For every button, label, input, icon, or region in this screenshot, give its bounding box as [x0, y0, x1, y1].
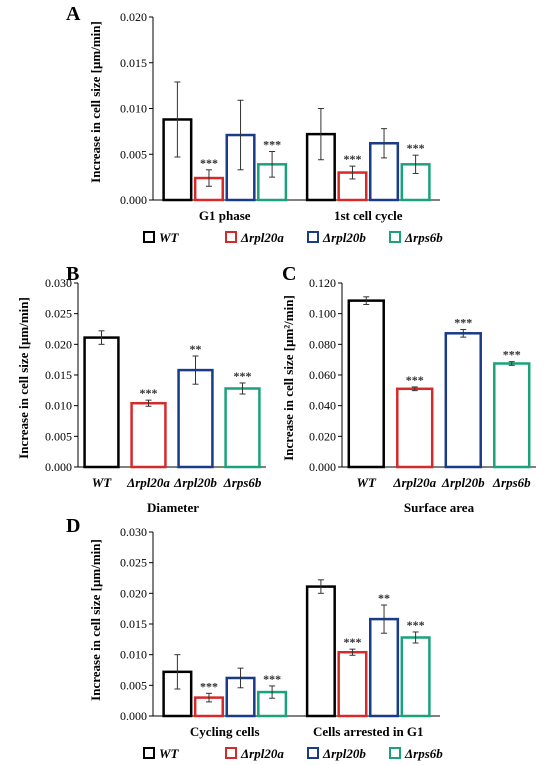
panel-d-legend: WT Δrpl20a Δrpl20b Δrps6b: [143, 746, 443, 761]
panel-c-y-tick-label: 0.060: [309, 368, 336, 382]
legend-entry: Δrpl20b: [322, 746, 366, 761]
panel-b-bar: [130, 401, 167, 469]
panel-d-y-tick-label: 0.015: [120, 617, 147, 631]
legend-swatch: [225, 747, 237, 759]
panel-c-y-tick-label: 0.040: [309, 399, 336, 413]
legend-entry: Δrps6b: [404, 746, 443, 761]
panel-d-y-tick-label: 0.030: [120, 525, 147, 539]
panel-b-y-tick-label: 0.015: [45, 368, 72, 382]
panel-c-y-tick-label: 0.000: [309, 460, 336, 474]
panel-c-y-tick-label: 0.120: [309, 276, 336, 290]
panel-b-y-tick-label: 0.010: [45, 399, 72, 413]
panel-b-significance-label: ***: [234, 369, 252, 383]
panel-d-significance-label: ***: [200, 679, 218, 693]
panel-c-category-label: Δrpl20a: [392, 475, 436, 490]
panel-b-y-tick-label: 0.030: [45, 276, 72, 290]
panel-d-y-tick-label: 0.020: [120, 586, 147, 600]
panel-d-significance-label: ***: [343, 635, 361, 649]
panel-d-category-label: Cells arrested in G1: [313, 724, 424, 739]
panel-c-y-axis-label: Increase in cell size [μm²/min]: [281, 295, 296, 461]
panel-a-y-tick-label: 0.000: [120, 193, 147, 207]
panel-c-bar: [396, 387, 434, 469]
legend-entry: WT: [159, 230, 180, 245]
panel-a-y-tick-label: 0.005: [120, 147, 147, 161]
panel-d-bar: [400, 636, 431, 718]
panel-b-chart: B Increase in cell size [μm/min] Diamete…: [16, 263, 266, 515]
panel-letter-c: C: [282, 263, 296, 285]
panel-a-significance-label: ***: [407, 141, 425, 155]
legend-swatch: [389, 231, 401, 243]
panel-d-y-axis-label: Increase in cell size [μm/min]: [88, 539, 103, 701]
legend-swatch: [143, 231, 155, 243]
legend-entry: Δrps6b: [404, 230, 443, 245]
panel-b-y-axis-label: Increase in cell size [μm/min]: [16, 297, 31, 459]
panel-b-category-label: Δrpl20a: [126, 475, 170, 490]
legend-swatch: [143, 747, 155, 759]
panel-c-y-tick-label: 0.100: [309, 307, 336, 321]
panel-b-bar: [224, 387, 261, 469]
panel-d-chart: D Increase in cell size [μm/min] 0.000 0.…: [66, 515, 440, 739]
panel-c-bar: [493, 362, 531, 469]
legend-swatch: [307, 747, 319, 759]
panel-d-y-tick-label: 0.010: [120, 648, 147, 662]
panel-b-bar: [177, 368, 214, 469]
panel-a-chart: A Increase in cell size [μm/min] 0.000 0.…: [66, 3, 440, 223]
panel-letter-a: A: [66, 3, 81, 25]
legend-entry: WT: [159, 746, 180, 761]
panel-d-significance-label: ***: [263, 672, 281, 686]
panel-letter-b: B: [66, 263, 79, 285]
panel-c-significance-label: ***: [454, 315, 472, 329]
panel-b-y-tick-label: 0.000: [45, 460, 72, 474]
panel-d-y-tick-label: 0.025: [120, 556, 147, 570]
panel-a-significance-label: ***: [343, 152, 361, 166]
panel-d-bar: [337, 650, 368, 718]
panel-d-bar: [369, 617, 400, 718]
panel-a-category-label: 1st cell cycle: [334, 208, 403, 223]
panel-a-y-tick-label: 0.015: [120, 56, 147, 70]
panel-c-y-tick-label: 0.020: [309, 429, 336, 443]
panel-a-y-tick-label: 0.020: [120, 10, 147, 24]
legend-entry: Δrpl20a: [240, 746, 284, 761]
panel-a-significance-label: ***: [200, 156, 218, 170]
panel-c-significance-label: ***: [503, 348, 521, 362]
panel-d-significance-label: ***: [407, 618, 425, 632]
panel-c-bar: [444, 332, 482, 469]
panel-a-category-label: G1 phase: [199, 208, 251, 223]
panel-d-bar: [305, 585, 336, 718]
panel-b-y-tick-label: 0.005: [45, 429, 72, 443]
panel-c-chart: C Increase in cell size [μm²/min] Surfac…: [281, 263, 536, 515]
panel-d-significance-label: **: [378, 591, 390, 605]
panel-b-category-label: Δrpl20b: [173, 475, 217, 490]
panel-b-bar: [83, 336, 120, 469]
legend-entry: Δrpl20b: [322, 230, 366, 245]
panel-c-category-label: WT: [357, 475, 378, 490]
panel-c-bar: [347, 299, 385, 469]
legend-entry: Δrpl20a: [240, 230, 284, 245]
panel-a-significance-label: ***: [263, 138, 281, 152]
panel-b-y-tick-label: 0.025: [45, 307, 72, 321]
legend-swatch: [307, 231, 319, 243]
panel-c-category-label: Δrps6b: [492, 475, 531, 490]
panel-d-y-tick-label: 0.000: [120, 709, 147, 723]
panel-c-y-tick-label: 0.080: [309, 337, 336, 351]
legend-swatch: [225, 231, 237, 243]
panel-c-x-axis-label: Surface area: [404, 500, 475, 515]
legend-swatch: [389, 747, 401, 759]
panel-b-y-tick-label: 0.020: [45, 337, 72, 351]
panel-d-y-tick-label: 0.005: [120, 678, 147, 692]
panel-b-category-label: WT: [92, 475, 113, 490]
panel-a-legend: WT Δrpl20a Δrpl20b Δrps6b: [143, 230, 443, 245]
panel-b-category-label: Δrps6b: [223, 475, 262, 490]
panel-letter-d: D: [66, 515, 80, 537]
panel-b-x-axis-label: Diameter: [147, 500, 199, 515]
panel-d-category-label: Cycling cells: [190, 724, 260, 739]
panel-b-significance-label: **: [190, 342, 202, 356]
panel-b-significance-label: ***: [140, 386, 158, 400]
panel-c-category-label: Δrpl20b: [441, 475, 485, 490]
panel-c-significance-label: ***: [406, 373, 424, 387]
panel-a-y-tick-label: 0.010: [120, 102, 147, 116]
panel-a-y-axis-label: Increase in cell size [μm/min]: [88, 21, 103, 183]
